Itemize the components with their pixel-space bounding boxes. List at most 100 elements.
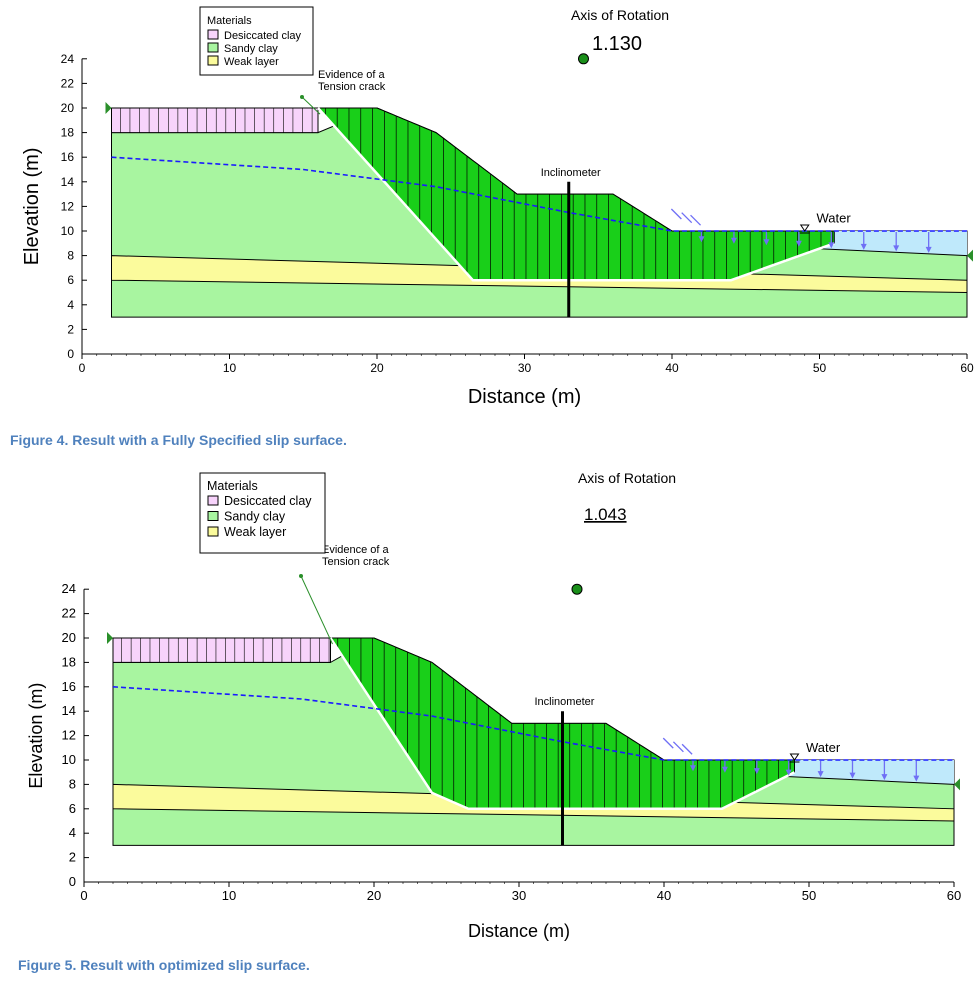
clay-hatch: [121, 638, 330, 663]
slice-lines: [337, 638, 791, 809]
x-tick-label: 20: [367, 888, 381, 903]
inclinometer-label: Inclinometer: [541, 167, 601, 179]
x-tick-label: 60: [960, 361, 974, 375]
water-load-arrowhead: [753, 768, 760, 775]
x-tick-label: 30: [518, 361, 532, 375]
x-tick-label: 50: [813, 361, 827, 375]
y-tick-label: 12: [61, 199, 75, 213]
water-load-arrowhead: [860, 243, 867, 250]
axis-of-rotation-label: Axis of Rotation: [571, 7, 669, 23]
slope-load-arrow: [670, 208, 682, 220]
y-tick-label: 2: [67, 322, 74, 336]
x-axis-title: Distance (m): [468, 921, 570, 941]
x-tick-label: 50: [802, 888, 816, 903]
water-load-arrowhead: [698, 236, 705, 243]
left-boundary-marker: [107, 632, 113, 644]
slope-load-arrow: [681, 743, 693, 755]
legend-swatch: [207, 495, 219, 506]
water-load-arrowhead: [730, 237, 737, 244]
water-table-marker: [799, 224, 810, 232]
y-tick-label: 4: [69, 825, 76, 840]
inclinometer-label: Inclinometer: [535, 696, 595, 708]
y-tick-label: 2: [69, 850, 76, 865]
water-load-arrowhead: [763, 239, 770, 246]
x-tick-label: 10: [222, 888, 236, 903]
x-tick-label: 0: [79, 361, 86, 375]
water-load-arrowhead: [828, 242, 835, 249]
figure-5-chart: Inclinometer Water Evidence of a Tension cr…: [26, 470, 961, 941]
water-load-arrows: [698, 232, 932, 253]
legend-item: Desiccated clay: [224, 494, 312, 508]
legend-item: Desiccated clay: [224, 30, 302, 42]
legend-swatch: [207, 511, 219, 521]
slope-load-arrows: [662, 737, 693, 755]
factor-of-safety: 1.043: [584, 505, 627, 524]
y-tick-label: 24: [61, 52, 75, 66]
x-tick-label: 20: [370, 361, 384, 375]
water-load-arrowhead: [925, 246, 932, 253]
legend-item: Sandy clay: [224, 510, 286, 524]
legend-item: Weak layer: [224, 525, 286, 539]
x-tick-label: 10: [223, 361, 237, 375]
y-tick-label: 0: [69, 874, 76, 889]
water-load-arrowhead: [881, 774, 888, 781]
y-tick-label: 14: [62, 703, 76, 718]
desiccated-clay-region: [111, 107, 319, 134]
slip-surface: [317, 107, 835, 282]
y-axis-title: Elevation (m): [26, 683, 46, 789]
figure-4-chart: Inclinometer Water Evidence of a Tension cr…: [21, 6, 974, 408]
legend-title: Materials: [207, 479, 258, 493]
figure-4-caption: Figure 4. Result with a Fully Specified …: [10, 432, 347, 448]
y-axis-title: Elevation (m): [21, 147, 43, 265]
rotation-center: [571, 583, 583, 595]
x-tick-label: 40: [665, 361, 679, 375]
water-load-arrows: [690, 761, 920, 782]
factor-of-safety: 1.130: [592, 33, 642, 55]
water-table-marker: [789, 753, 800, 761]
y-tick-label: 10: [62, 752, 76, 767]
rotation-center: [578, 53, 589, 65]
phreatic-line: [111, 156, 967, 232]
y-tick-label: 8: [69, 776, 76, 791]
phreatic-line: [112, 686, 954, 761]
y-tick-label: 14: [61, 175, 75, 189]
slope-load-arrow: [690, 214, 702, 226]
water-load-arrowhead: [785, 769, 792, 776]
left-boundary-marker: [105, 102, 112, 114]
water-load-arrowhead: [795, 240, 802, 247]
y-tick-label: 20: [61, 101, 75, 115]
right-boundary-marker: [954, 778, 960, 791]
x-tick-label: 0: [80, 888, 87, 903]
tension-crack-pointer: [300, 575, 333, 645]
water-load-arrowhead: [817, 771, 824, 778]
y-tick-label: 8: [67, 249, 74, 263]
desiccated-clay-region: [112, 637, 331, 663]
tension-crack-line: Tension crack: [322, 556, 390, 568]
tension-crack-label: Evidence of a Tension crack: [322, 544, 390, 568]
water-load-arrowhead: [721, 766, 728, 773]
y-tick-label: 12: [62, 728, 76, 743]
y-tick-label: 16: [62, 679, 76, 694]
legend-item: Weak layer: [224, 56, 279, 68]
legend-swatch: [207, 526, 219, 537]
figure-5-caption: Figure 5. Result with optimized slip sur…: [18, 957, 310, 973]
y-tick-label: 6: [69, 801, 76, 816]
slip-surface: [329, 637, 796, 811]
legend-swatch: [207, 29, 219, 40]
y-tick-label: 22: [62, 606, 76, 621]
slope-load-arrow: [681, 212, 693, 224]
axis-of-rotation-label: Axis of Rotation: [578, 470, 676, 486]
water-load-arrowhead: [690, 765, 696, 772]
water-label: Water: [806, 740, 841, 755]
water-load-arrowhead: [849, 772, 856, 779]
tension-crack-line: Evidence of a: [322, 544, 390, 556]
legend-title: Materials: [207, 15, 252, 27]
y-tick-label: 10: [61, 224, 75, 238]
water-load-arrowhead: [913, 775, 920, 782]
y-tick-label: 20: [62, 630, 76, 645]
legend-swatch: [207, 42, 219, 53]
y-tick-label: 0: [67, 347, 74, 361]
x-tick-label: 40: [657, 888, 671, 903]
y-tick-label: 18: [62, 654, 76, 669]
y-tick-label: 22: [61, 76, 75, 90]
